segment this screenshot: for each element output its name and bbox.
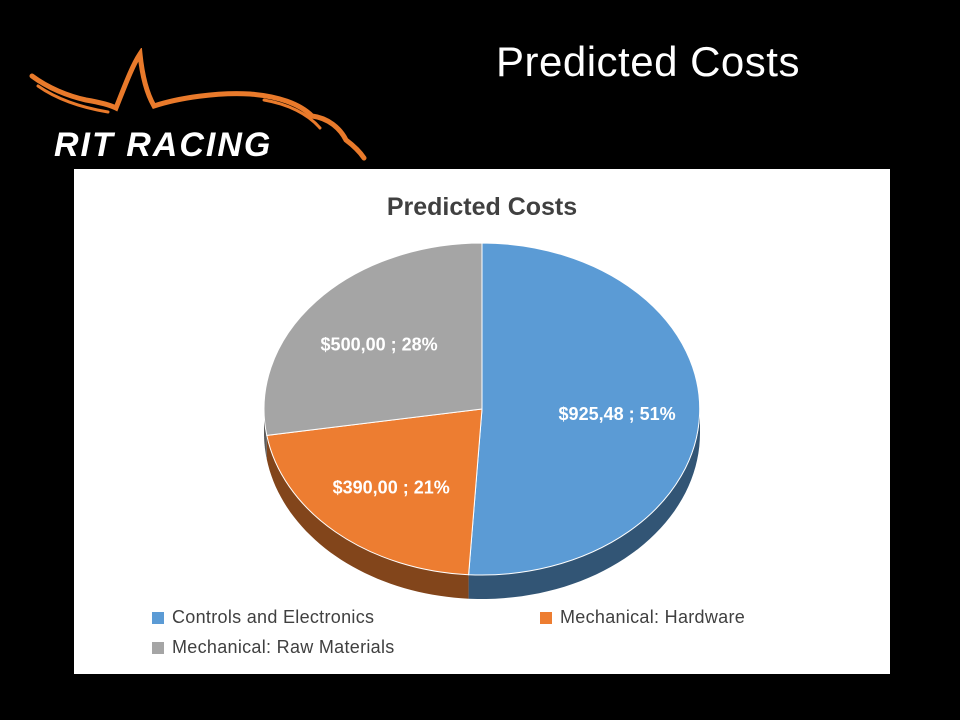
pie-slice-3 xyxy=(263,242,483,436)
legend-label: Controls and Electronics xyxy=(172,607,375,627)
logo-graphic: RIT RACING xyxy=(29,46,367,164)
data-label-1: $925,48 ; 51% xyxy=(559,404,676,424)
legend-swatch xyxy=(540,611,552,624)
pie-slice-2 xyxy=(266,408,483,576)
pie-slice-1 xyxy=(468,242,701,576)
legend-item-2: Mechanical: Hardware xyxy=(540,607,745,628)
pie-slice-side-3 xyxy=(264,409,267,460)
rit-racing-logo: RIT RACING xyxy=(28,46,368,166)
legend-label: Mechanical: Raw Materials xyxy=(172,637,395,657)
pie-side-walls xyxy=(264,409,700,599)
data-label-3: $500,00 ; 28% xyxy=(321,334,438,354)
legend-label: Mechanical: Hardware xyxy=(560,607,746,627)
svg-text:RIT RACING: RIT RACING xyxy=(54,126,272,164)
chart-title: Predicted Costs xyxy=(387,193,577,221)
legend-item-1: Controls and Electronics xyxy=(152,607,374,628)
data-label-2: $390,00 ; 21% xyxy=(333,477,450,497)
legend-swatch xyxy=(152,641,164,654)
chart-legend: Controls and Electronics Mechanical: Hard… xyxy=(96,599,872,663)
legend-swatch xyxy=(152,611,164,624)
slide-title: Predicted Costs xyxy=(496,38,800,85)
pie-chart-container: Predicted Costs $925,48 ; 51% $390,00 ; 21… xyxy=(74,169,890,674)
pie-slice-side-1 xyxy=(468,409,700,599)
legend-item-3: Mechanical: Raw Materials xyxy=(152,637,395,658)
pie-slice-side-2 xyxy=(266,435,469,599)
pie-chart: Predicted Costs $925,48 ; 51% $390,00 ; 21… xyxy=(263,193,701,599)
